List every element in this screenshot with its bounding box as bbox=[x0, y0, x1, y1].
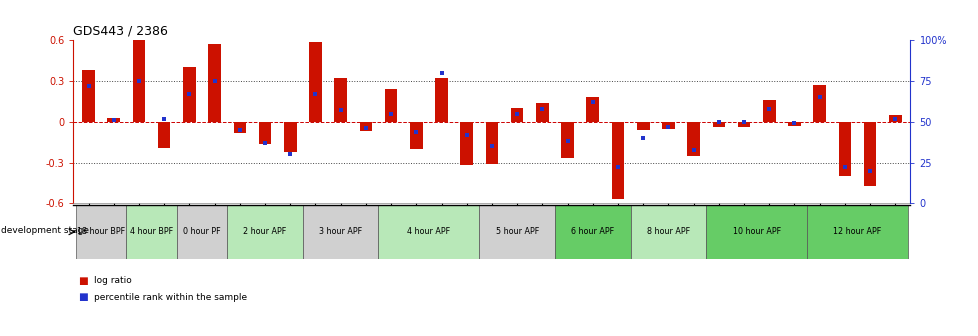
Bar bbox=[863, 122, 875, 185]
Bar bbox=[460, 122, 472, 165]
Bar bbox=[208, 44, 221, 122]
Text: 10 hour APF: 10 hour APF bbox=[732, 227, 779, 236]
Bar bbox=[157, 122, 170, 148]
Point bbox=[131, 78, 147, 84]
Point bbox=[232, 127, 247, 133]
Text: 4 hour BPF: 4 hour BPF bbox=[130, 227, 173, 236]
Bar bbox=[258, 122, 271, 143]
Bar bbox=[82, 70, 95, 122]
Bar bbox=[359, 122, 372, 131]
Text: 18 hour BPF: 18 hour BPF bbox=[77, 227, 125, 236]
Text: 3 hour APF: 3 hour APF bbox=[319, 227, 362, 236]
Bar bbox=[705, 205, 806, 259]
Bar bbox=[334, 78, 346, 122]
Point bbox=[509, 111, 524, 116]
Point bbox=[257, 140, 273, 146]
Point bbox=[686, 147, 701, 152]
Bar bbox=[309, 42, 322, 122]
Bar bbox=[384, 89, 397, 122]
Text: percentile rank within the sample: percentile rank within the sample bbox=[94, 293, 246, 302]
Point bbox=[786, 121, 802, 126]
Bar bbox=[637, 122, 648, 130]
Point bbox=[836, 165, 852, 170]
Point bbox=[333, 108, 348, 113]
Point bbox=[459, 132, 474, 137]
Bar bbox=[410, 122, 422, 149]
Bar bbox=[76, 205, 126, 259]
Bar bbox=[284, 122, 296, 152]
Bar bbox=[302, 205, 378, 259]
Text: 4 hour APF: 4 hour APF bbox=[407, 227, 450, 236]
Bar bbox=[435, 78, 447, 122]
Text: 0 hour PF: 0 hour PF bbox=[183, 227, 221, 236]
Point bbox=[585, 99, 600, 105]
Bar bbox=[177, 205, 227, 259]
Point bbox=[660, 124, 676, 129]
Bar bbox=[485, 122, 498, 164]
Bar bbox=[511, 108, 523, 122]
Bar bbox=[378, 205, 479, 259]
Point bbox=[710, 119, 726, 125]
Point bbox=[811, 95, 826, 100]
Point bbox=[483, 143, 499, 149]
Point bbox=[307, 91, 323, 97]
Text: ■: ■ bbox=[78, 276, 88, 286]
Bar bbox=[479, 205, 555, 259]
Bar bbox=[133, 40, 145, 122]
Bar bbox=[536, 103, 548, 122]
Bar bbox=[687, 122, 699, 156]
Bar bbox=[712, 122, 725, 127]
Bar bbox=[234, 122, 245, 133]
Text: log ratio: log ratio bbox=[94, 276, 132, 285]
Text: 2 hour APF: 2 hour APF bbox=[244, 227, 287, 236]
Bar bbox=[888, 115, 901, 122]
Point bbox=[862, 168, 877, 173]
Point bbox=[635, 135, 650, 141]
Bar bbox=[560, 122, 573, 159]
Bar bbox=[806, 205, 907, 259]
Bar bbox=[661, 122, 674, 129]
Point bbox=[80, 83, 96, 89]
Point bbox=[358, 126, 374, 131]
Text: 8 hour APF: 8 hour APF bbox=[646, 227, 689, 236]
Point bbox=[559, 139, 575, 144]
Point bbox=[735, 119, 751, 125]
Bar bbox=[762, 100, 775, 122]
Point bbox=[433, 70, 449, 76]
Bar bbox=[586, 97, 599, 122]
Bar bbox=[737, 122, 749, 127]
Text: ■: ■ bbox=[78, 292, 88, 302]
Point bbox=[609, 165, 625, 170]
Point bbox=[156, 116, 172, 121]
Bar bbox=[183, 68, 196, 122]
Point bbox=[106, 118, 121, 123]
Bar bbox=[227, 205, 302, 259]
Text: GDS443 / 2386: GDS443 / 2386 bbox=[73, 25, 168, 38]
Bar bbox=[555, 205, 630, 259]
Bar bbox=[126, 205, 177, 259]
Point bbox=[206, 78, 222, 84]
Text: 6 hour APF: 6 hour APF bbox=[570, 227, 614, 236]
Text: 5 hour APF: 5 hour APF bbox=[495, 227, 538, 236]
Point bbox=[408, 129, 423, 134]
Bar bbox=[813, 85, 825, 122]
Text: development stage: development stage bbox=[1, 226, 89, 235]
Bar bbox=[611, 122, 624, 199]
Point bbox=[761, 106, 777, 112]
Bar bbox=[630, 205, 705, 259]
Point bbox=[534, 106, 550, 112]
Point bbox=[382, 111, 398, 116]
Text: 12 hour APF: 12 hour APF bbox=[832, 227, 881, 236]
Point bbox=[282, 152, 297, 157]
Bar bbox=[108, 118, 120, 122]
Point bbox=[181, 91, 197, 97]
Bar bbox=[787, 122, 800, 126]
Bar bbox=[838, 122, 850, 176]
Point bbox=[887, 116, 903, 121]
